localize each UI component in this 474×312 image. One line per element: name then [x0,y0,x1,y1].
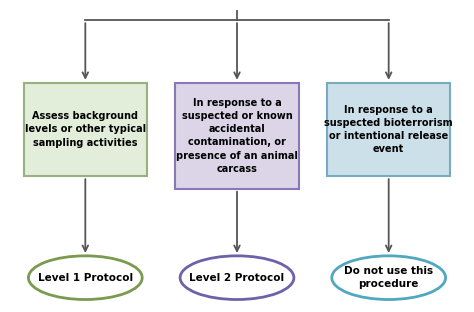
Text: In response to a
suspected or known
accidental
contamination, or
presence of an : In response to a suspected or known acci… [176,98,298,174]
Text: In response to a
suspected bioterrorism
or intentional release
event: In response to a suspected bioterrorism … [324,105,453,154]
FancyBboxPatch shape [175,83,299,189]
Text: Level 2 Protocol: Level 2 Protocol [190,273,284,283]
Ellipse shape [332,256,446,300]
FancyBboxPatch shape [24,83,147,176]
Text: Level 1 Protocol: Level 1 Protocol [38,273,133,283]
Text: Assess background
levels or other typical
sampling activities: Assess background levels or other typica… [25,111,146,148]
Ellipse shape [180,256,294,300]
Ellipse shape [28,256,142,300]
FancyBboxPatch shape [327,83,450,176]
Text: Do not use this
procedure: Do not use this procedure [344,266,433,289]
